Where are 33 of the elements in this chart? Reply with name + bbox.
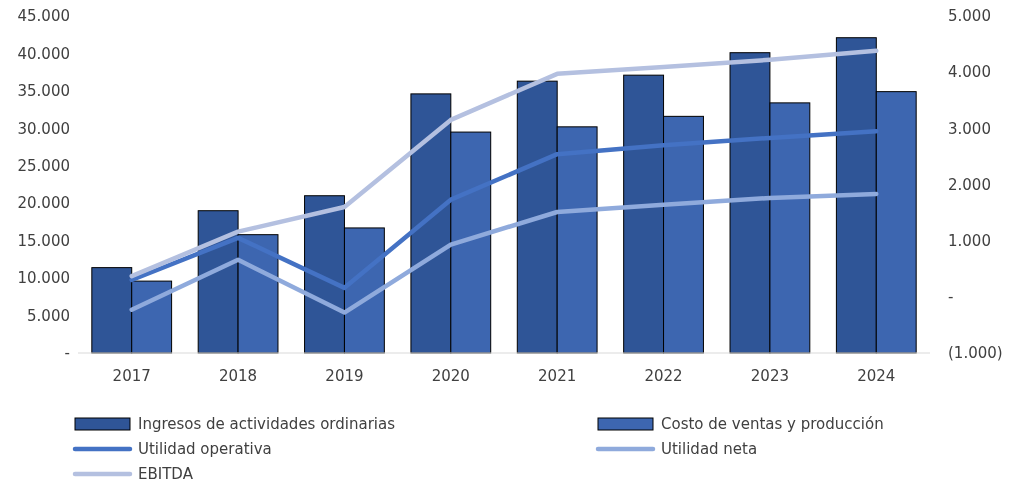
x-tick-label: 2021 [538,367,577,385]
y2-tick-label: 3.000 [948,119,991,138]
x-tick-label: 2024 [857,367,896,385]
y2-tick-label: (1.000) [948,344,1003,363]
line-series [129,48,879,279]
y-tick-label: - [64,344,70,363]
y2-tick-label: 4.000 [948,63,991,82]
line-series [129,191,879,315]
y-tick-label: 15.000 [17,231,70,250]
x-tick-label: 2019 [325,367,364,385]
y-tick-label: 20.000 [17,194,70,213]
legend-label: Ingresos de actividades ordinarias [138,415,396,434]
x-tick-label: 2020 [431,367,470,385]
legend-label: Utilidad neta [661,440,758,459]
y-tick-label: 40.000 [17,44,70,63]
x-tick-label: 2022 [644,367,683,385]
y-tick-label: 5.000 [27,306,70,325]
y-tick-label: 25.000 [17,157,70,176]
x-tick-label: 2023 [750,367,790,385]
y2-tick-label: - [948,288,954,307]
y2-tick-label: 5.000 [948,7,991,26]
y-tick-label: 45.000 [17,7,70,26]
legend-label: Utilidad operativa [138,440,272,459]
y2-tick-label: 2.000 [948,175,991,194]
line-series [129,128,879,291]
y-tick-label: 35.000 [17,82,70,101]
y2-tick-label: 1.000 [948,231,991,250]
y-tick-label: 30.000 [17,119,70,138]
y-tick-label: 10.000 [17,269,70,288]
legend-label: Costo de ventas y producción [661,415,884,434]
x-tick-label: 2018 [218,367,258,385]
x-tick-label: 2017 [112,367,151,385]
legend-label: EBITDA [138,465,194,484]
